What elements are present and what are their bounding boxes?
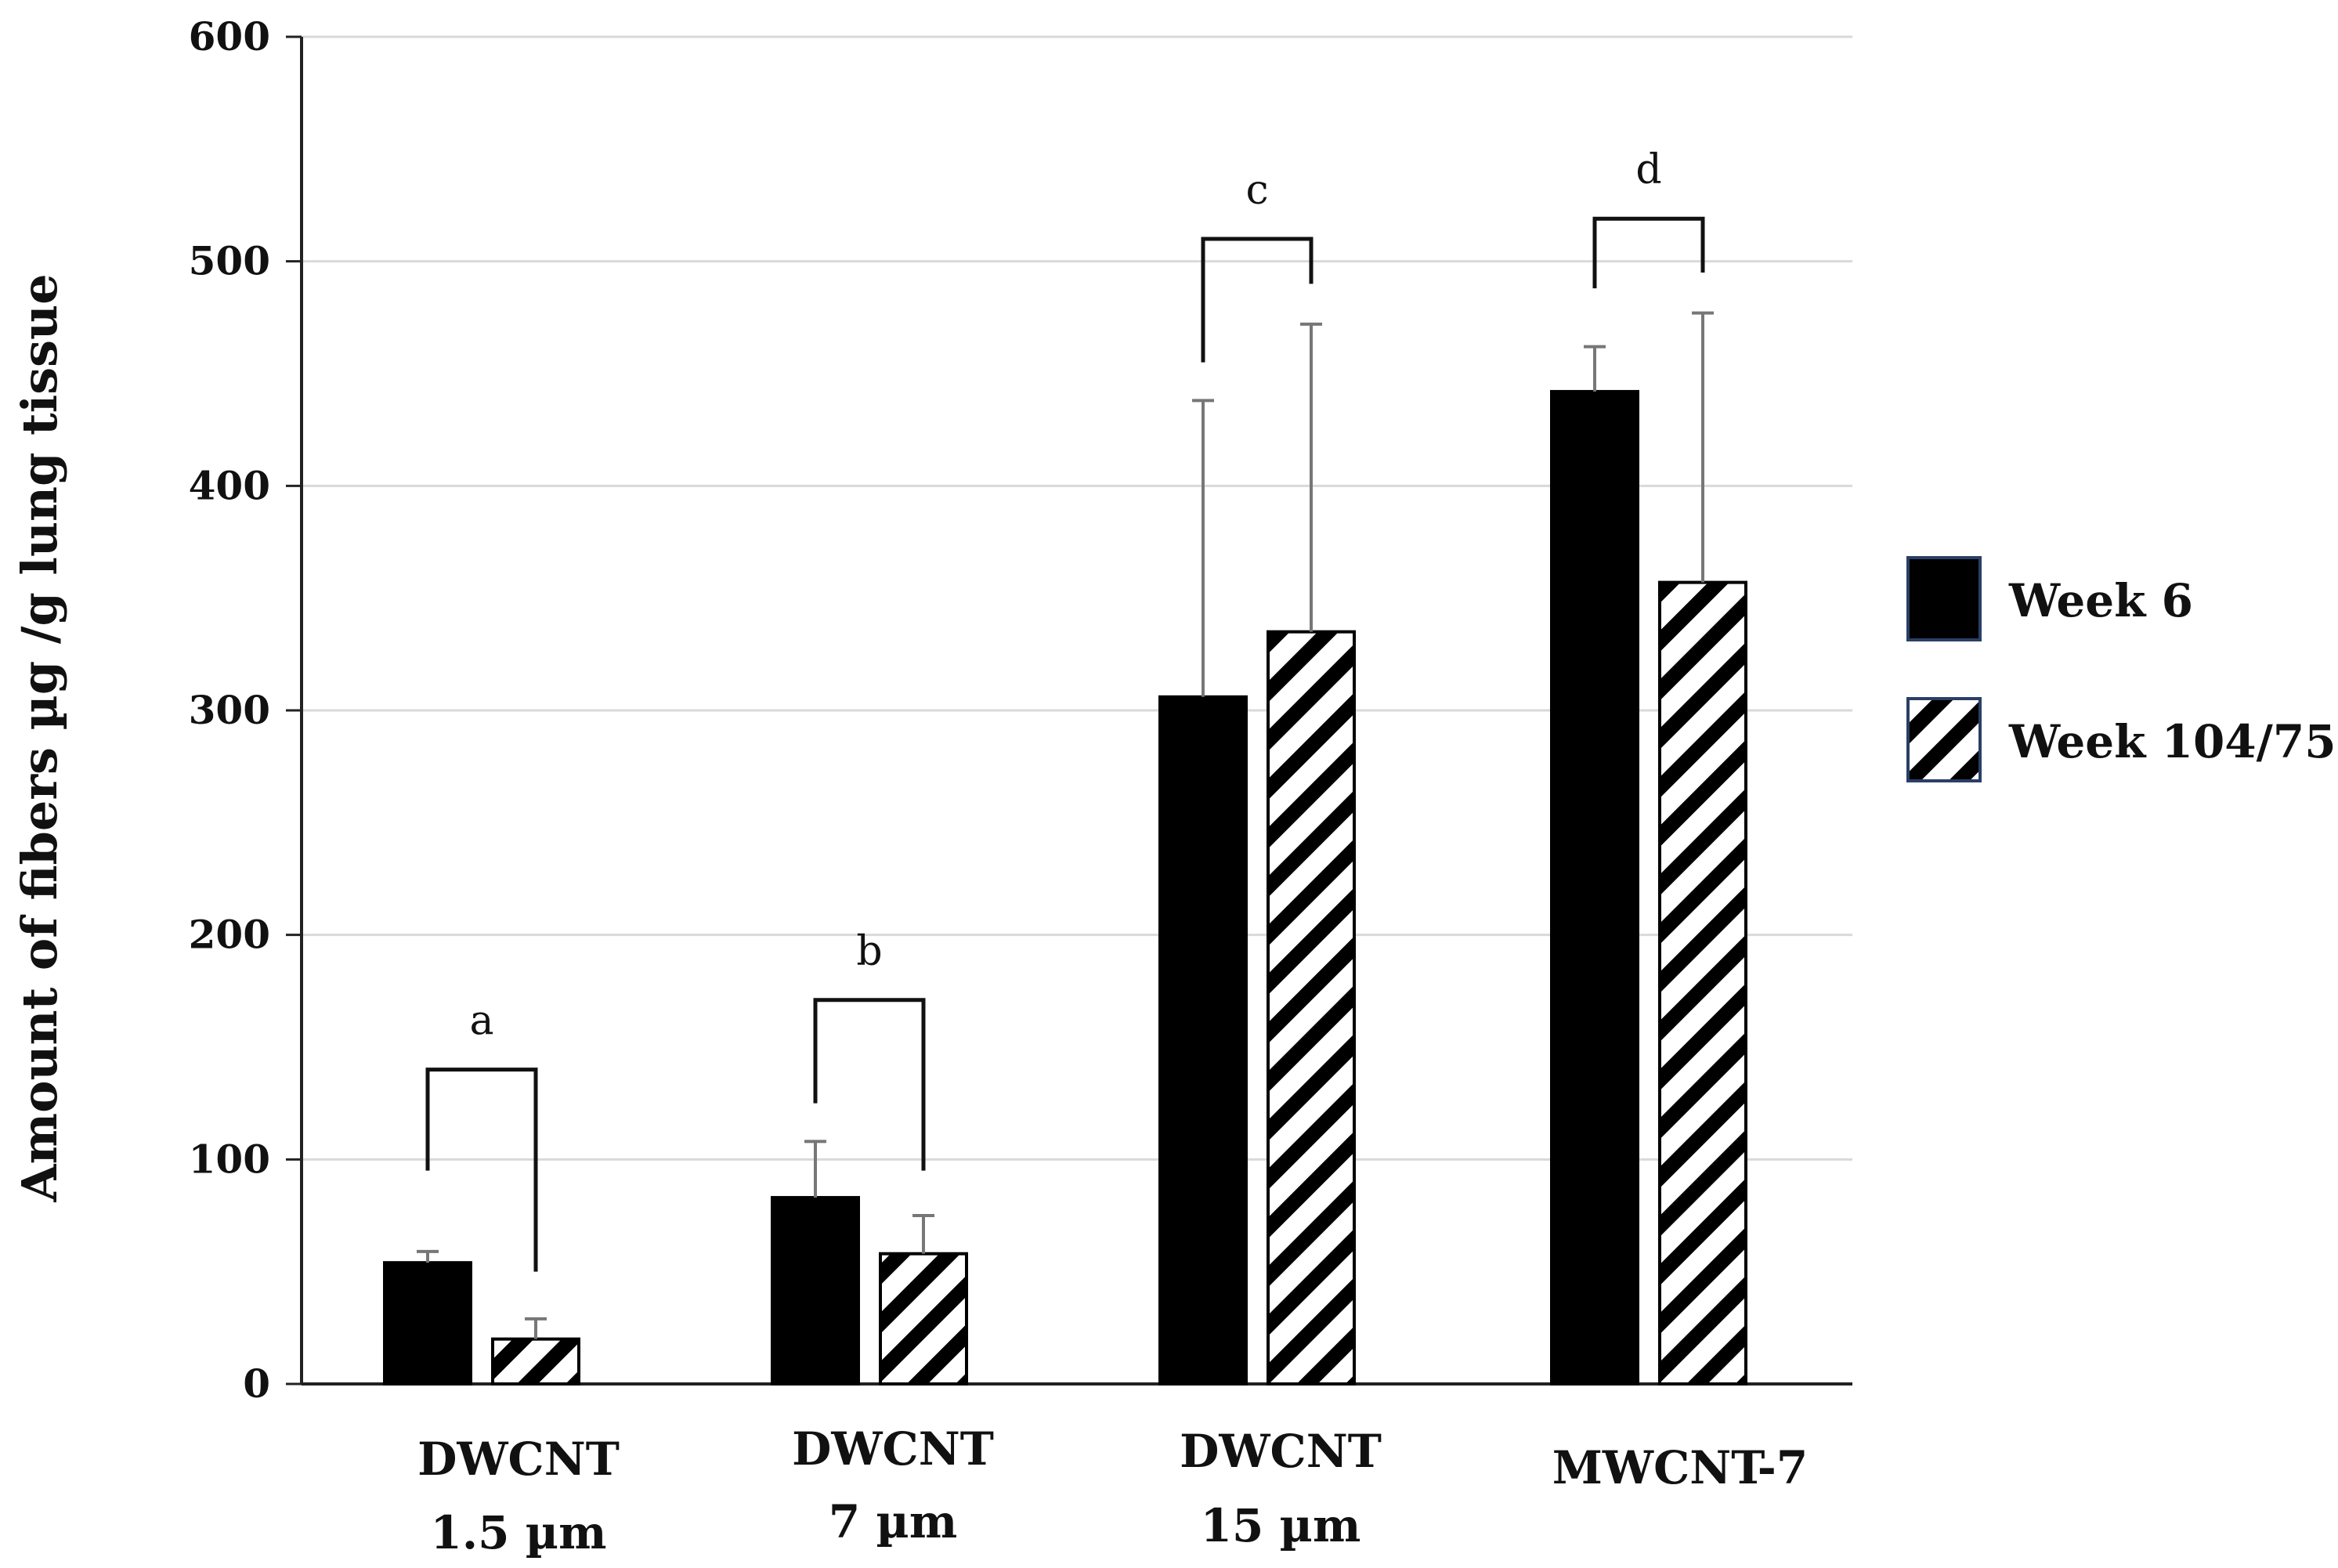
- y-axis-title: Amount of fibers µg /g lung tissue: [11, 273, 68, 1202]
- legend-swatch-1: [1906, 697, 1982, 782]
- y-tick-label: 100: [189, 1136, 270, 1182]
- significance-label: a: [469, 998, 493, 1045]
- category-label: DWCNT: [1180, 1425, 1382, 1478]
- significance-bracket: [813, 998, 926, 1171]
- y-tick-label: 500: [189, 238, 270, 284]
- significance-label: d: [1635, 146, 1661, 193]
- legend-label: Week 6: [2008, 574, 2193, 627]
- category-label: DWCNT: [792, 1422, 994, 1476]
- y-tick-label: 300: [189, 687, 270, 733]
- significance-bracket: [1201, 237, 1314, 363]
- significance-label: b: [856, 928, 882, 975]
- category-label: 15 µm: [1201, 1499, 1361, 1552]
- significance-bracket: [1592, 216, 1705, 289]
- legend-label: Week 104/75: [2008, 715, 2336, 768]
- legend-swatch-0: [1906, 556, 1982, 641]
- category-labels: DWCNT 1.5 µm DWCNT 7 µm DWCNT 15 µm MWCNT-7: [417, 1422, 1808, 1559]
- category-label: MWCNT-7: [1552, 1441, 1809, 1494]
- bar-week104-3: [1658, 580, 1747, 1386]
- y-tick-label: 200: [189, 912, 270, 958]
- bars: [383, 389, 1747, 1386]
- bar-week104-0: [491, 1337, 580, 1386]
- bar-week104-1: [879, 1252, 968, 1386]
- category-label: DWCNT: [417, 1433, 620, 1486]
- y-tick-labels: 0 100 200 300 400 500 600: [189, 13, 270, 1407]
- y-tick-label: 600: [189, 13, 270, 60]
- category-label: 7 µm: [829, 1495, 957, 1548]
- bar-week6-2: [1158, 695, 1248, 1386]
- legend: Week 6 Week 104/75: [1906, 556, 2336, 782]
- category-label: 1.5 µm: [431, 1506, 607, 1559]
- significance-brackets: a b c d: [425, 146, 1705, 1272]
- bar-week104-2: [1267, 630, 1356, 1386]
- error-bars: [417, 311, 1714, 1339]
- y-tick-label: 0: [243, 1360, 270, 1407]
- bar-week6-3: [1550, 389, 1639, 1386]
- significance-bracket: [425, 1068, 538, 1272]
- bar-week6-1: [771, 1196, 860, 1386]
- significance-label: c: [1245, 167, 1268, 214]
- y-tick-label: 400: [189, 462, 270, 508]
- bar-week6-0: [383, 1261, 472, 1386]
